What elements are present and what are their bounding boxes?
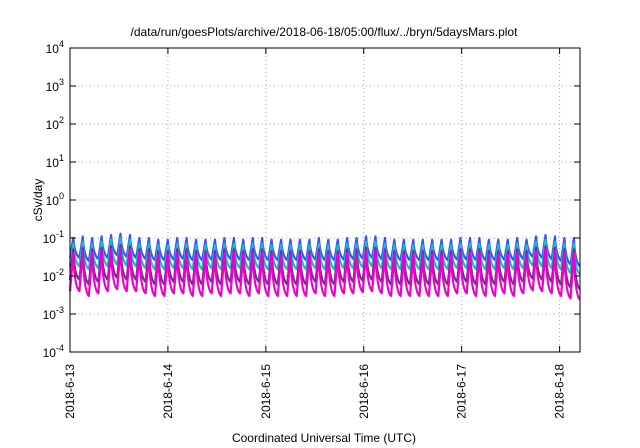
x-tick-label: 2018-6-17 <box>455 364 469 419</box>
series-group <box>68 232 581 301</box>
x-tick-label: 2018-6-13 <box>63 364 77 419</box>
y-tick-label: 10-2 <box>43 267 64 284</box>
y-tick-label: 10-3 <box>43 305 64 322</box>
series-line-0 <box>68 232 581 268</box>
x-tick-label: 2018-6-15 <box>259 364 273 419</box>
x-axis: 2018-6-13 2018-6-14 2018-6-15 2018-6-16 2018… <box>63 48 567 419</box>
grid <box>70 48 580 352</box>
x-tick-label: 2018-6-14 <box>161 364 175 419</box>
y-tick-label: 103 <box>46 77 64 94</box>
x-axis-label: Coordinated Universal Time (UTC) <box>232 431 416 445</box>
y-tick-label: 104 <box>46 39 64 56</box>
y-tick-label: 101 <box>46 153 64 170</box>
y-tick-label: 100 <box>46 191 64 208</box>
chart-title: /data/run/goesPlots/archive/2018-06-18/0… <box>131 25 519 39</box>
series-line-1 <box>68 236 581 276</box>
series-line-3 <box>68 246 581 301</box>
y-tick-label: 102 <box>46 115 64 132</box>
x-tick-label: 2018-6-18 <box>553 364 567 419</box>
x-tick-label: 2018-6-16 <box>357 364 371 419</box>
y-tick-label: 10-1 <box>43 229 64 246</box>
y-axis: 10-4 10-3 10-2 10-1 100 101 102 103 104 <box>43 39 580 360</box>
y-tick-label: 10-4 <box>43 343 64 360</box>
y-axis-label: cSv/day <box>31 179 45 222</box>
